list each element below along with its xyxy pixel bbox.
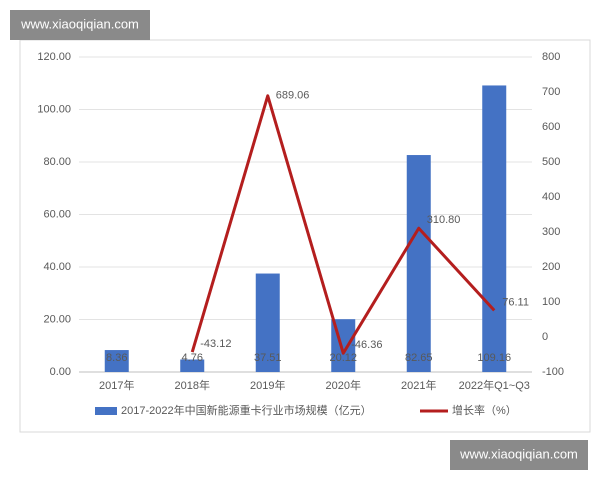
y-tick-label: 80.00 xyxy=(43,156,71,168)
y-tick-label: 60.00 xyxy=(43,208,71,220)
bar-value-label: 109.16 xyxy=(477,352,511,364)
watermark: www.xiaoqiqian.com xyxy=(459,446,578,461)
y2-tick-label: 400 xyxy=(542,191,560,203)
y2-tick-label: 800 xyxy=(542,51,560,63)
line-value-label: -43.12 xyxy=(200,338,231,350)
y2-tick-label: 500 xyxy=(542,156,560,168)
x-tick-label: 2018年 xyxy=(175,378,210,392)
bar xyxy=(180,359,205,372)
bar xyxy=(482,85,507,372)
y2-tick-label: 600 xyxy=(542,121,560,133)
y-tick-label: 100.00 xyxy=(37,103,71,115)
bar xyxy=(104,350,129,372)
line-value-label: 310.80 xyxy=(427,214,461,226)
bar-value-label: 20.12 xyxy=(329,352,357,364)
y-tick-label: 20.00 xyxy=(43,313,71,325)
y-tick-label: 0.00 xyxy=(50,366,71,378)
y-tick-label: 120.00 xyxy=(37,51,71,63)
bar-value-label: 82.65 xyxy=(405,352,433,364)
line-value-label: -46.36 xyxy=(351,339,382,351)
line-value-label: 689.06 xyxy=(276,90,310,102)
watermark-box xyxy=(10,10,150,40)
y2-tick-label: 100 xyxy=(542,296,560,308)
line-value-label: 76.11 xyxy=(502,296,529,308)
y2-tick-label: -100 xyxy=(542,366,564,378)
watermark: www.xiaoqiqian.com xyxy=(20,16,139,31)
line xyxy=(190,94,496,355)
bar xyxy=(406,155,431,372)
y2-tick-label: 700 xyxy=(542,86,560,98)
watermark-box xyxy=(450,440,588,470)
bar-value-label: 8.36 xyxy=(106,352,127,364)
legend-label: 增长率（%） xyxy=(452,403,517,417)
x-tick-label: 2020年 xyxy=(326,378,361,392)
bar-value-label: 4.76 xyxy=(182,352,203,364)
x-tick-label: 2021年 xyxy=(401,378,436,392)
legend-swatch xyxy=(95,407,117,415)
y2-tick-label: 200 xyxy=(542,261,560,273)
bar xyxy=(255,273,280,372)
bar-value-label: 37.51 xyxy=(254,352,282,364)
x-tick-label: 2017年 xyxy=(99,378,134,392)
y2-tick-label: 0 xyxy=(542,331,548,343)
y-tick-label: 40.00 xyxy=(43,261,71,273)
y2-tick-label: 300 xyxy=(542,226,560,238)
x-tick-label: 2022年Q1~Q3 xyxy=(459,378,530,392)
x-tick-label: 2019年 xyxy=(250,378,285,392)
legend-label: 2017-2022年中国新能源重卡行业市场规模（亿元） xyxy=(121,403,372,417)
